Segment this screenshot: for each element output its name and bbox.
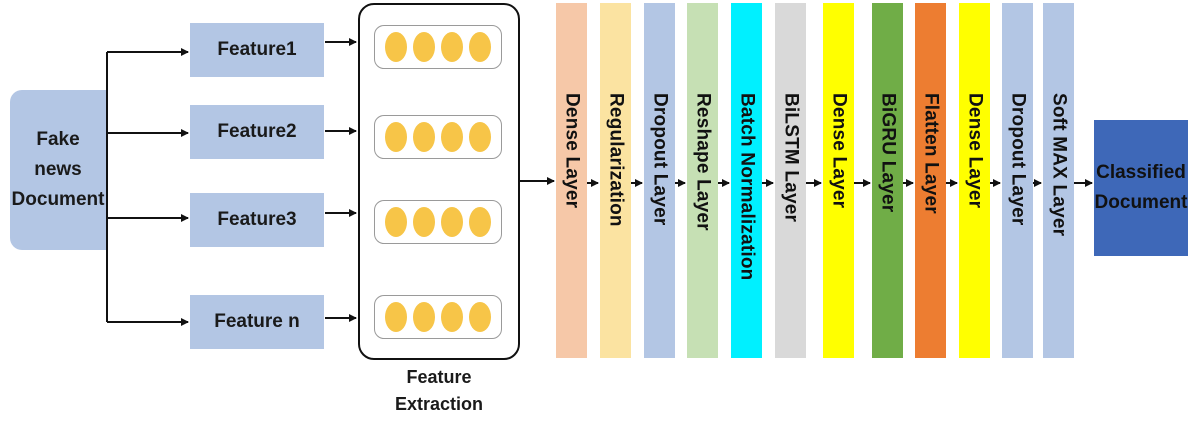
layer-label-10: Dense Layer — [959, 93, 990, 393]
layer-label-4: Reshape Layer — [687, 93, 718, 393]
layer-column-7 — [823, 3, 854, 358]
layer-label-text: BiGRU Layer — [877, 93, 899, 213]
layer-label-6: BiLSTM Layer — [775, 93, 806, 393]
layer-label-text: Reshape Layer — [692, 93, 714, 231]
layer-column-1 — [556, 3, 587, 358]
layer-label-8: BiGRU Layer — [872, 93, 903, 393]
feature-vector-n — [374, 295, 502, 339]
layer-column-3 — [644, 3, 675, 358]
layer-column-2 — [600, 3, 631, 358]
feature-dot — [441, 302, 463, 332]
layer-label-5: Batch Normalization — [731, 93, 762, 393]
layer-label-3: Dropout Layer — [644, 93, 675, 393]
layer-column-9 — [915, 3, 946, 358]
layer-column-12 — [1043, 3, 1074, 358]
layer-column-6 — [775, 3, 806, 358]
layer-column-4 — [687, 3, 718, 358]
layer-label-12: Soft MAX Layer — [1043, 93, 1074, 393]
feature-dot — [413, 122, 435, 152]
output-label-line2: Document — [1094, 192, 1188, 213]
feature-box-3: Feature3 — [190, 193, 324, 247]
feature-dot — [385, 122, 407, 152]
layer-label-text: Dropout Layer — [1007, 93, 1029, 226]
feature-dot — [469, 122, 491, 152]
layer-label-text: Regularization — [605, 93, 627, 227]
classified-document: Classified Document — [1094, 120, 1188, 256]
feature-dot — [441, 122, 463, 152]
input-label-line1: Fake news — [34, 129, 82, 180]
layer-label-11: Dropout Layer — [1002, 93, 1033, 393]
layer-column-8 — [872, 3, 903, 358]
fake-news-document: Fake news Document — [10, 90, 106, 250]
feature-box-n: Feature n — [190, 295, 324, 349]
feature-extraction-panel — [358, 3, 520, 360]
feature-vector-2 — [374, 115, 502, 159]
layer-label-text: Dense Layer — [828, 93, 850, 209]
layer-label-text: Flatten Layer — [920, 93, 942, 214]
feature-dot — [469, 32, 491, 62]
feature-dot — [441, 32, 463, 62]
extract-label-line2: Extraction — [394, 394, 484, 414]
feature-dot — [385, 207, 407, 237]
feature-dot — [385, 302, 407, 332]
layer-label-text: BiLSTM Layer — [780, 93, 802, 223]
layer-label-text: Dense Layer — [964, 93, 986, 209]
layer-label-2: Regularization — [600, 93, 631, 393]
layer-label-text: Batch Normalization — [736, 93, 758, 281]
feature-dot — [469, 207, 491, 237]
feature-box-2: Feature2 — [190, 105, 324, 159]
feature-dot — [413, 302, 435, 332]
layer-label-9: Flatten Layer — [915, 93, 946, 393]
feature-vector-1 — [374, 25, 502, 69]
feature-dot — [413, 32, 435, 62]
layer-label-7: Dense Layer — [823, 93, 854, 393]
feature-dot — [441, 207, 463, 237]
layer-column-11 — [1002, 3, 1033, 358]
feature-vector-3 — [374, 200, 502, 244]
layer-label-text: Dense Layer — [561, 93, 583, 209]
feature-dot — [385, 32, 407, 62]
feature-box-1: Feature1 — [190, 23, 324, 77]
input-label-line2: Document — [11, 189, 105, 210]
feature-dot — [413, 207, 435, 237]
layer-label-text: Dropout Layer — [649, 93, 671, 226]
output-label-line1: Classified — [1096, 162, 1186, 183]
layer-column-10 — [959, 3, 990, 358]
feature-extraction-label: Feature Extraction — [358, 364, 520, 418]
layer-label-1: Dense Layer — [556, 93, 587, 393]
layer-label-text: Soft MAX Layer — [1048, 93, 1070, 237]
layer-column-5 — [731, 3, 762, 358]
feature-dot — [469, 302, 491, 332]
extract-label-line1: Feature — [406, 367, 472, 387]
